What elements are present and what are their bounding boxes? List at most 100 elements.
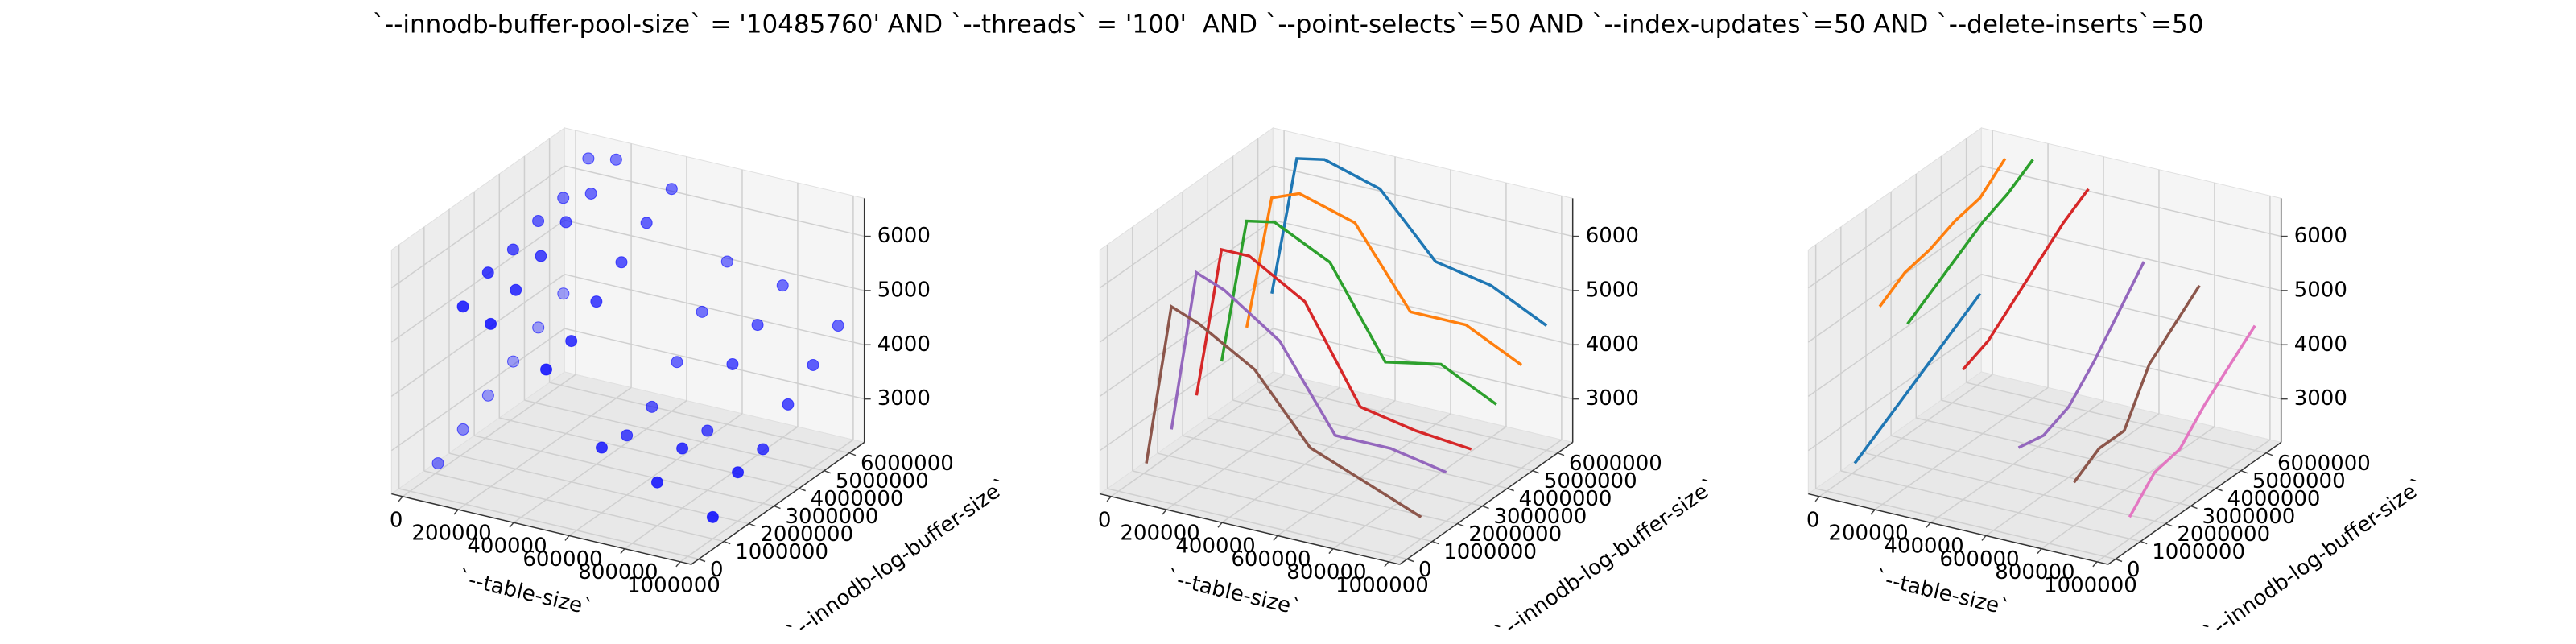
z-tick-label: 5000 [2294, 278, 2347, 302]
point [706, 510, 719, 523]
x-axis-line [1100, 493, 1400, 565]
point [431, 457, 444, 470]
point [615, 256, 628, 269]
grid-line [1874, 386, 2049, 510]
x-tick-label: 1000000 [1335, 573, 1429, 597]
grid-line [390, 328, 565, 452]
point [540, 363, 553, 376]
grid-line [1840, 470, 2141, 543]
tick-mark [1557, 452, 1565, 456]
point [676, 442, 689, 455]
grid-line [398, 488, 700, 560]
grid-line [1232, 399, 1534, 472]
x-tick-label: 400000 [1175, 535, 1255, 559]
x-tick-label: 800000 [1995, 560, 2074, 584]
x-tick-label: 600000 [522, 547, 602, 572]
grid-line [2096, 439, 2271, 563]
x-tick-label: 1000000 [2044, 573, 2137, 597]
grid-line [1807, 165, 1982, 289]
tick-mark [1431, 540, 1439, 545]
grid-line [1388, 439, 1563, 563]
point [671, 356, 683, 369]
point [650, 476, 663, 489]
grid-line [499, 417, 799, 489]
x-tick-label: 800000 [1286, 560, 1366, 584]
grid-line [564, 165, 865, 237]
point [732, 466, 745, 479]
grid-line [1916, 417, 2216, 489]
grid-line [564, 274, 865, 346]
z-tick-label: 5000 [877, 278, 931, 302]
grid-line [448, 452, 749, 525]
line [2073, 284, 2201, 484]
grid-line [402, 374, 576, 497]
point [559, 216, 572, 229]
tick-mark [2215, 487, 2223, 492]
z-tick-label: 3000 [1586, 386, 1639, 411]
z-tick-label: 4000 [1586, 332, 1639, 357]
tick-mark [1457, 522, 1464, 527]
tick-mark [848, 452, 857, 456]
point [696, 305, 708, 318]
x-tick-label: 400000 [1884, 535, 1963, 559]
point [646, 400, 658, 413]
tick-mark [453, 509, 459, 515]
tick-mark [1482, 505, 1489, 510]
z-tick-label: 4000 [2294, 332, 2347, 357]
grid-line [1981, 165, 2281, 237]
grid-line [390, 219, 565, 343]
point [507, 355, 520, 368]
y-tick-label: 4000000 [2227, 487, 2321, 511]
grid-line [1099, 165, 1274, 289]
grid-line [1257, 382, 1558, 454]
point [481, 389, 494, 402]
grid-line [1182, 435, 1483, 507]
subplot: 0200000400000600000800000100000001000000… [1098, 126, 1722, 644]
y-tick-label: 0 [1418, 558, 1432, 582]
subplot: 0200000400000600000800000100000001000000… [1806, 126, 2430, 644]
tick-mark [675, 561, 681, 568]
line [2128, 324, 2256, 518]
y-axis-line [2107, 441, 2282, 565]
grid-line [1157, 452, 1458, 525]
tick-mark [1870, 509, 1876, 515]
point [621, 429, 634, 442]
tick-mark [774, 505, 781, 510]
point [584, 187, 597, 200]
grid-line [1221, 400, 1396, 523]
point [726, 357, 739, 370]
line [2017, 261, 2145, 449]
tick-mark [2115, 558, 2123, 563]
tick-mark [1507, 487, 1514, 492]
x-tick-label: 400000 [467, 535, 547, 559]
grid-line [1807, 328, 1982, 452]
tick-mark [398, 496, 403, 502]
grid-line [1110, 374, 1285, 497]
line [1853, 292, 1982, 464]
point [832, 320, 844, 332]
y-tick-label: 3000000 [1494, 505, 1587, 529]
grid-line [1985, 413, 2160, 537]
z-tick-label: 5000 [1586, 278, 1639, 302]
grid-line [513, 400, 687, 523]
grid-line [564, 328, 865, 400]
point [595, 441, 608, 454]
line [1145, 303, 1422, 518]
point [506, 243, 519, 256]
y-tick-label: 2000000 [760, 522, 853, 547]
tick-mark [2140, 540, 2148, 545]
point [532, 321, 545, 334]
line [1270, 157, 1548, 327]
y-tick-label: 6000000 [2277, 452, 2371, 476]
line [1220, 219, 1497, 406]
y-tick-label: 6000000 [861, 452, 954, 476]
grid-line [564, 219, 865, 291]
x-tick-label: 1000000 [627, 573, 720, 597]
grid-line [1966, 382, 2267, 454]
grid-line [679, 439, 854, 563]
tick-mark [698, 558, 706, 563]
tick-mark [1106, 496, 1112, 502]
tick-mark [509, 522, 514, 528]
y-tick-label: 0 [710, 558, 724, 582]
tick-mark [620, 548, 625, 555]
